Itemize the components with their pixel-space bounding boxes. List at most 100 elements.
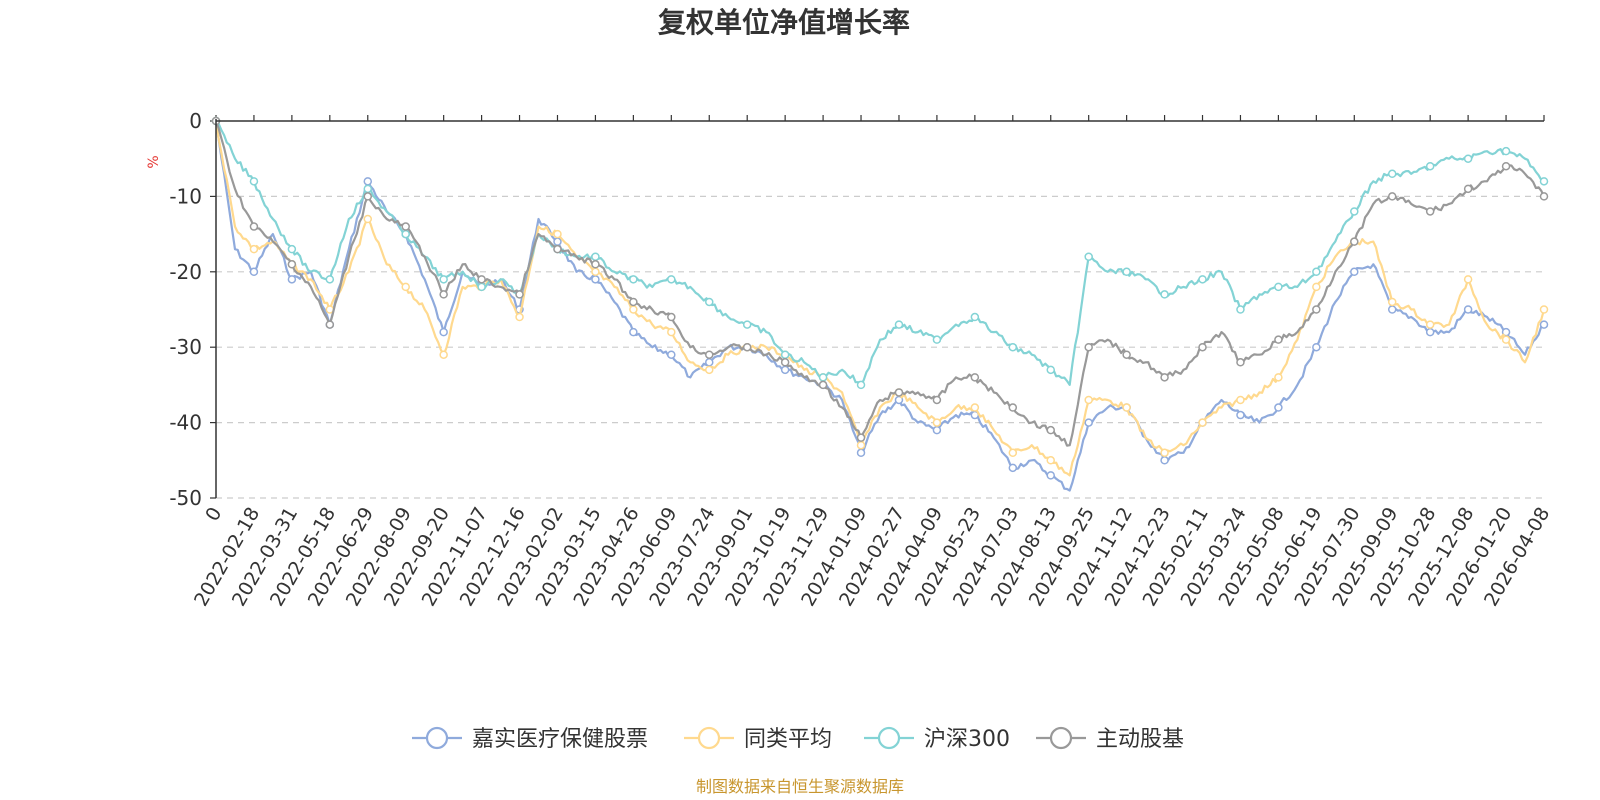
data-point	[401, 222, 410, 231]
data-point	[856, 433, 866, 442]
data-point	[1198, 342, 1207, 352]
series-1	[211, 116, 1549, 477]
chart-title: 复权单位净值增长率	[658, 6, 910, 39]
data-point	[1122, 350, 1131, 359]
data-point	[1387, 305, 1397, 314]
data-point	[287, 244, 297, 254]
data-point	[591, 267, 600, 277]
series-0	[211, 116, 1549, 492]
data-point	[856, 380, 866, 390]
y-axis-unit: %	[146, 155, 162, 168]
data-point	[1350, 207, 1359, 216]
series-line	[214, 120, 1545, 492]
legend-item[interactable]: 嘉实医疗保健股票	[412, 726, 648, 752]
legend-marker	[425, 726, 449, 750]
data-point	[1274, 373, 1283, 382]
data-point	[1008, 342, 1018, 352]
data-point	[932, 335, 942, 344]
data-point	[553, 237, 562, 246]
data-point	[249, 267, 259, 277]
y-tick-label: -20	[169, 260, 202, 284]
data-point	[439, 290, 448, 299]
data-point	[1274, 335, 1283, 344]
data-point	[894, 320, 904, 329]
data-point	[1501, 161, 1511, 171]
legend-label: 主动股基	[1096, 727, 1184, 752]
data-point	[932, 418, 942, 427]
data-point	[667, 327, 676, 337]
data-point	[780, 358, 790, 367]
data-point	[705, 297, 714, 307]
data-point	[363, 214, 373, 224]
data-point	[932, 395, 942, 405]
data-point	[818, 373, 828, 382]
data-point	[629, 275, 638, 284]
data-point	[1008, 463, 1018, 473]
y-tick-label: -40	[169, 411, 202, 435]
data-point	[780, 350, 790, 359]
data-point	[1198, 275, 1207, 284]
data-point	[856, 448, 866, 458]
series-line	[214, 120, 1546, 477]
data-point	[1046, 471, 1055, 480]
legend-item[interactable]: 沪深300	[864, 726, 1010, 752]
data-point	[515, 312, 524, 322]
legend-item[interactable]: 主动股基	[1036, 726, 1184, 752]
data-point	[1387, 297, 1397, 307]
data-point	[1008, 403, 1018, 412]
data-point	[1312, 305, 1321, 314]
data-point	[1501, 335, 1511, 344]
data-point	[932, 425, 942, 435]
data-point	[1463, 184, 1473, 194]
data-point	[818, 380, 828, 390]
data-point	[742, 320, 752, 329]
data-point	[1236, 410, 1245, 420]
data-point	[553, 229, 562, 239]
data-point	[1539, 305, 1549, 314]
legend-label: 沪深300	[924, 727, 1010, 752]
data-point	[1425, 327, 1435, 337]
data-point	[439, 327, 448, 337]
data-point	[591, 275, 600, 284]
data-point	[1425, 320, 1435, 329]
data-point	[1350, 267, 1359, 277]
data-point	[1236, 305, 1245, 314]
data-point	[1539, 320, 1549, 329]
data-point	[894, 388, 904, 397]
data-point	[439, 275, 448, 284]
data-point	[477, 282, 486, 292]
data-point	[363, 192, 373, 201]
data-point	[1160, 456, 1169, 465]
data-point	[1236, 395, 1245, 405]
data-point	[1425, 207, 1435, 216]
data-point	[325, 320, 335, 329]
data-point	[1350, 237, 1359, 246]
legend-marker	[1049, 726, 1073, 750]
data-point	[1160, 290, 1169, 299]
data-point	[1046, 456, 1055, 465]
data-point	[705, 358, 714, 367]
data-point	[1160, 448, 1169, 458]
data-point	[629, 305, 638, 314]
data-point	[705, 350, 714, 359]
data-point	[401, 282, 410, 292]
legend-item[interactable]: 同类平均	[684, 726, 832, 752]
y-tick-label: -30	[169, 335, 202, 359]
data-point	[1387, 192, 1397, 201]
y-tick-label: 0	[189, 109, 202, 133]
data-point	[1122, 403, 1131, 412]
data-point	[591, 260, 600, 269]
data-point	[667, 312, 676, 322]
data-point	[1463, 275, 1473, 284]
data-point	[439, 350, 448, 359]
data-point	[1312, 267, 1321, 277]
data-point	[477, 275, 486, 284]
legend-marker	[697, 726, 721, 750]
data-point	[249, 244, 259, 254]
legend-label: 嘉实医疗保健股票	[472, 727, 648, 752]
data-point	[363, 184, 373, 194]
data-point	[1084, 252, 1093, 261]
data-point	[249, 177, 259, 186]
data-point	[1425, 161, 1435, 171]
